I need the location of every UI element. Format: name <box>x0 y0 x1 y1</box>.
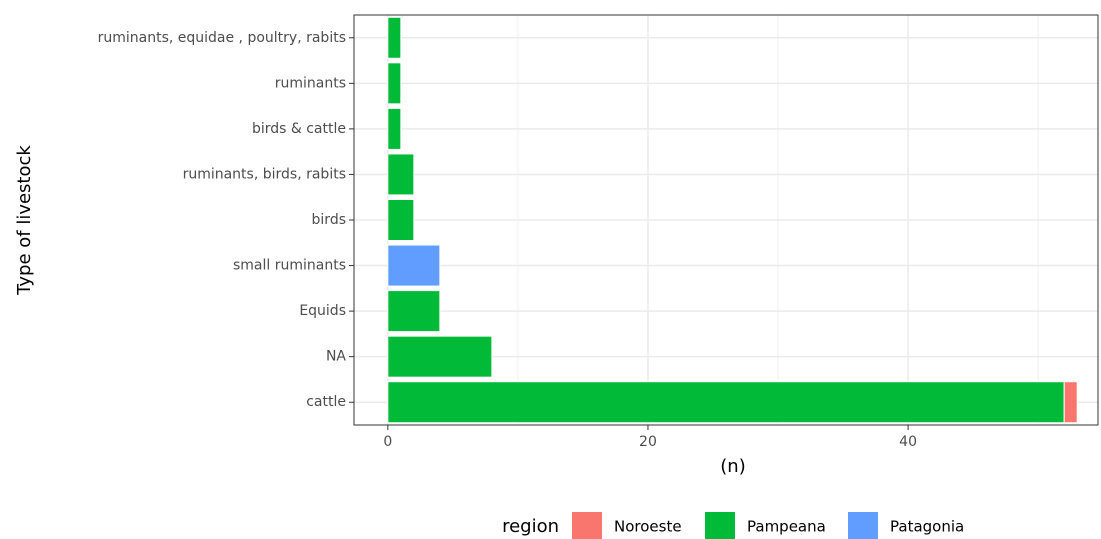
y-tick-label: cattle <box>306 394 346 410</box>
legend-key <box>572 512 602 539</box>
y-tick-label: small ruminants <box>233 258 346 274</box>
legend-key <box>848 512 878 539</box>
y-tick-label: birds <box>312 212 346 228</box>
bar <box>1063 381 1078 424</box>
legend-key <box>705 512 735 539</box>
y-tick-label: Equids <box>299 303 346 319</box>
bar <box>387 199 415 241</box>
y-tick-label: ruminants <box>275 75 346 91</box>
bar <box>387 381 1065 424</box>
y-tick-label: ruminants, birds, rabits <box>183 166 346 182</box>
legend-label: Pampeana <box>747 518 826 536</box>
bar <box>387 153 415 196</box>
y-axis-label: Type of livestock <box>14 145 35 296</box>
x-tick-label: 20 <box>639 434 657 450</box>
y-tick-label: birds & cattle <box>252 121 346 137</box>
y-tick-label: NA <box>326 349 346 365</box>
x-tick-label: 0 <box>383 434 392 450</box>
legend-label: Noroeste <box>614 518 682 536</box>
bar <box>387 335 493 378</box>
bar <box>387 290 441 333</box>
y-tick-label: ruminants, equidae , poultry, rabits <box>98 30 346 46</box>
panel-border <box>353 14 1099 426</box>
x-axis-label: (n) <box>720 456 745 477</box>
bar <box>387 244 441 287</box>
x-tick-label: 40 <box>899 434 917 450</box>
bar <box>387 107 402 150</box>
bar <box>387 16 402 59</box>
legend-label: Patagonia <box>890 518 964 536</box>
bar <box>387 62 402 105</box>
legend-title: region <box>502 516 559 537</box>
